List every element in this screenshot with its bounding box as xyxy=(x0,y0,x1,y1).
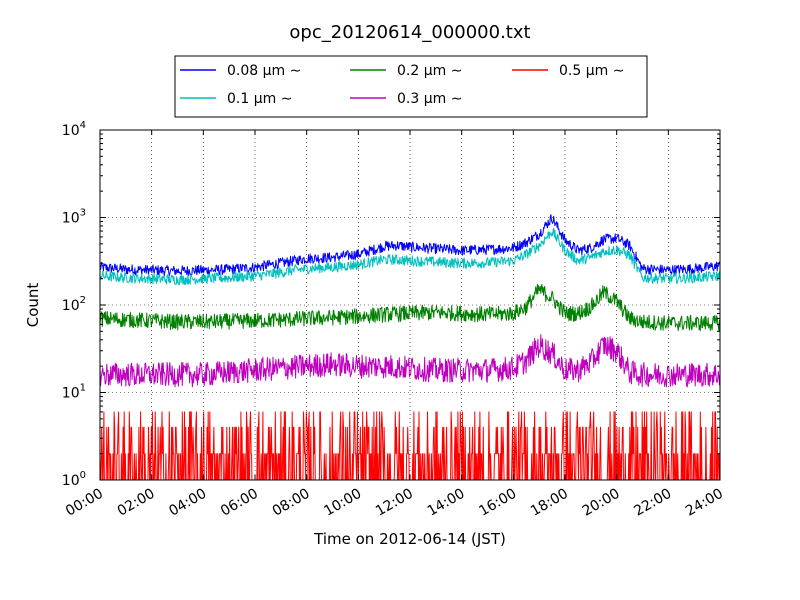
y-tick-label: 102 xyxy=(62,295,86,314)
series-line xyxy=(100,411,720,480)
y-tick-label: 101 xyxy=(62,383,86,402)
y-tick-label: 100 xyxy=(62,470,86,489)
chart-title: opc_20120614_000000.txt xyxy=(289,22,530,43)
x-tick-label: 14:00 xyxy=(425,486,468,520)
x-tick-label: 16:00 xyxy=(476,486,519,520)
x-tick-label: 02:00 xyxy=(115,486,158,520)
legend-box xyxy=(174,55,648,118)
y-tick-label: 104 xyxy=(62,120,86,139)
x-tick-label: 18:00 xyxy=(528,486,571,520)
y-tick-label: 103 xyxy=(62,208,86,227)
x-tick-label: 00:00 xyxy=(63,486,106,520)
series-line xyxy=(100,227,720,286)
x-tick-label: 08:00 xyxy=(270,486,313,520)
x-tick-label: 04:00 xyxy=(166,486,209,520)
legend-label: 0.08 μm ∼ xyxy=(227,63,301,79)
x-tick-label: 22:00 xyxy=(631,486,674,520)
x-tick-label: 10:00 xyxy=(321,486,364,520)
x-axis-label: Time on 2012-06-14 (JST) xyxy=(313,530,506,548)
legend-label: 0.5 μm ∼ xyxy=(559,63,624,79)
series-line xyxy=(100,214,720,277)
x-tick-label: 20:00 xyxy=(580,486,623,520)
legend-label: 0.1 μm ∼ xyxy=(227,91,292,107)
series-layer xyxy=(100,214,720,480)
x-tick-label: 24:00 xyxy=(683,486,726,520)
legend-label: 0.3 μm ∼ xyxy=(397,91,462,107)
legend: 0.08 μm ∼ 0.1 μm ∼ 0.2 μm ∼ 0.3 μm ∼ 0.5 μm … xyxy=(174,55,648,118)
x-tick-label: 06:00 xyxy=(218,486,261,520)
series-line xyxy=(100,283,720,332)
y-axis-label: Count xyxy=(24,283,42,328)
legend-label: 0.2 μm ∼ xyxy=(397,63,462,79)
x-tick-label: 12:00 xyxy=(373,486,416,520)
